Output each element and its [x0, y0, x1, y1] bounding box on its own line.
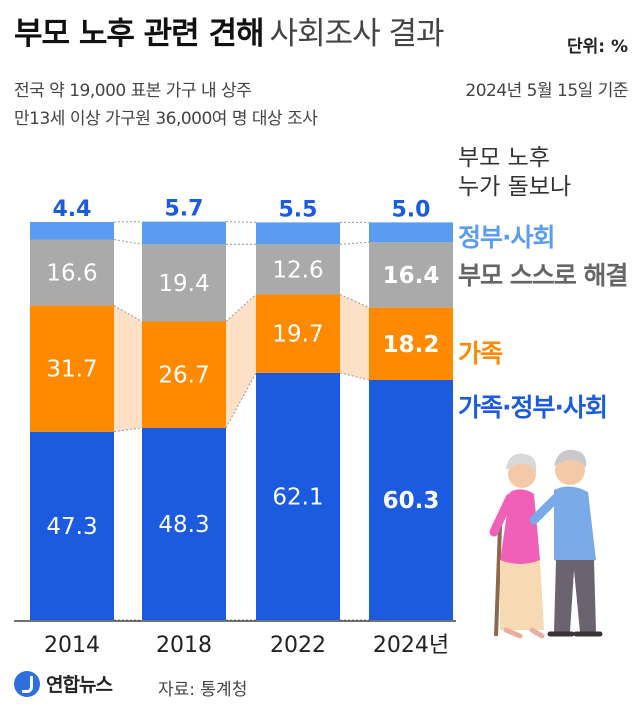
legend-question-line2: 누가 돌보나 [458, 174, 572, 200]
x-tick-label: 2018 [156, 633, 212, 658]
bar-segment [369, 380, 453, 620]
value-label: 4.4 [53, 197, 92, 222]
family-connector-band [340, 294, 369, 381]
value-label: 5.7 [165, 197, 204, 222]
value-label: 31.7 [46, 357, 97, 383]
yonhap-logo: 연합뉴스 [14, 670, 113, 697]
x-tick-label: 2014 [44, 633, 100, 658]
bar-segment [369, 242, 453, 308]
reference-date: 2024년 5월 15일 기준 [465, 81, 628, 101]
bar-segment [256, 222, 340, 245]
value-label: 12.6 [272, 257, 323, 283]
bar-segment [142, 321, 226, 428]
value-label: 5.0 [392, 197, 431, 222]
bar-segment [30, 305, 114, 432]
bar-segment [142, 221, 226, 245]
value-label: 47.3 [46, 514, 97, 540]
legend-question-line1: 부모 노후 [458, 145, 550, 171]
legend-self: 부모 스스로 해결 [458, 261, 628, 290]
connector-line [113, 239, 143, 245]
legend-family: 가족 [458, 339, 503, 368]
legend-family-gov-society: 가족·정부·사회 [458, 393, 608, 422]
legend-gov-society: 정부·사회 [458, 223, 555, 252]
connector-line [339, 293, 370, 309]
connector-line [339, 372, 370, 381]
value-label: 62.1 [272, 484, 323, 510]
connector-line [113, 305, 143, 322]
value-label: 19.4 [158, 271, 209, 297]
chart-title: 부모 노후 관련 견해 사회조사 결과 [14, 8, 445, 53]
value-label: 19.7 [272, 322, 323, 348]
bar-segment [30, 239, 114, 306]
survey-desc-line1: 전국 약 19,000 표본 가구 내 상주 [14, 81, 252, 101]
bar-segment [256, 294, 340, 373]
connector-line [225, 372, 257, 429]
legend-question: 부모 노후 누가 돌보나 [458, 144, 571, 202]
value-label: 18.2 [383, 332, 440, 358]
x-tick-label: 2024년 [373, 633, 449, 658]
bar-segment [256, 244, 340, 295]
yonhap-logo-icon [14, 670, 40, 697]
unit-label: 단위: % [566, 37, 628, 57]
value-label: 16.6 [46, 261, 97, 287]
bar-segment [30, 431, 114, 620]
bar-segment [256, 372, 340, 620]
bar-segment [369, 222, 453, 243]
source-label: 자료: 통계청 [158, 680, 248, 700]
bar-segment [369, 307, 453, 381]
family-connector-band [114, 305, 142, 432]
connector-line [225, 294, 257, 322]
bar-segment [142, 244, 226, 322]
value-label: 16.4 [383, 263, 440, 289]
title-sub: 사회조사 결과 [269, 16, 445, 52]
family-connector-band [226, 294, 256, 428]
title-main: 부모 노후 관련 견해 [14, 16, 265, 52]
survey-desc-line2: 만13세 이상 가구원 36,000여 명 대상 조사 [14, 109, 318, 129]
connector-line [339, 241, 370, 245]
connector-line [225, 221, 257, 223]
value-label: 5.5 [279, 197, 318, 222]
value-label: 26.7 [158, 363, 209, 389]
bar-segment [142, 427, 226, 620]
value-label: 48.3 [158, 512, 209, 538]
connector-line [113, 427, 143, 433]
value-label: 60.3 [383, 488, 440, 514]
x-tick-label: 2022 [270, 633, 326, 658]
elderly-couple-illustration [489, 449, 603, 639]
logo-text: 연합뉴스 [46, 674, 113, 696]
bar-segment [30, 222, 114, 240]
